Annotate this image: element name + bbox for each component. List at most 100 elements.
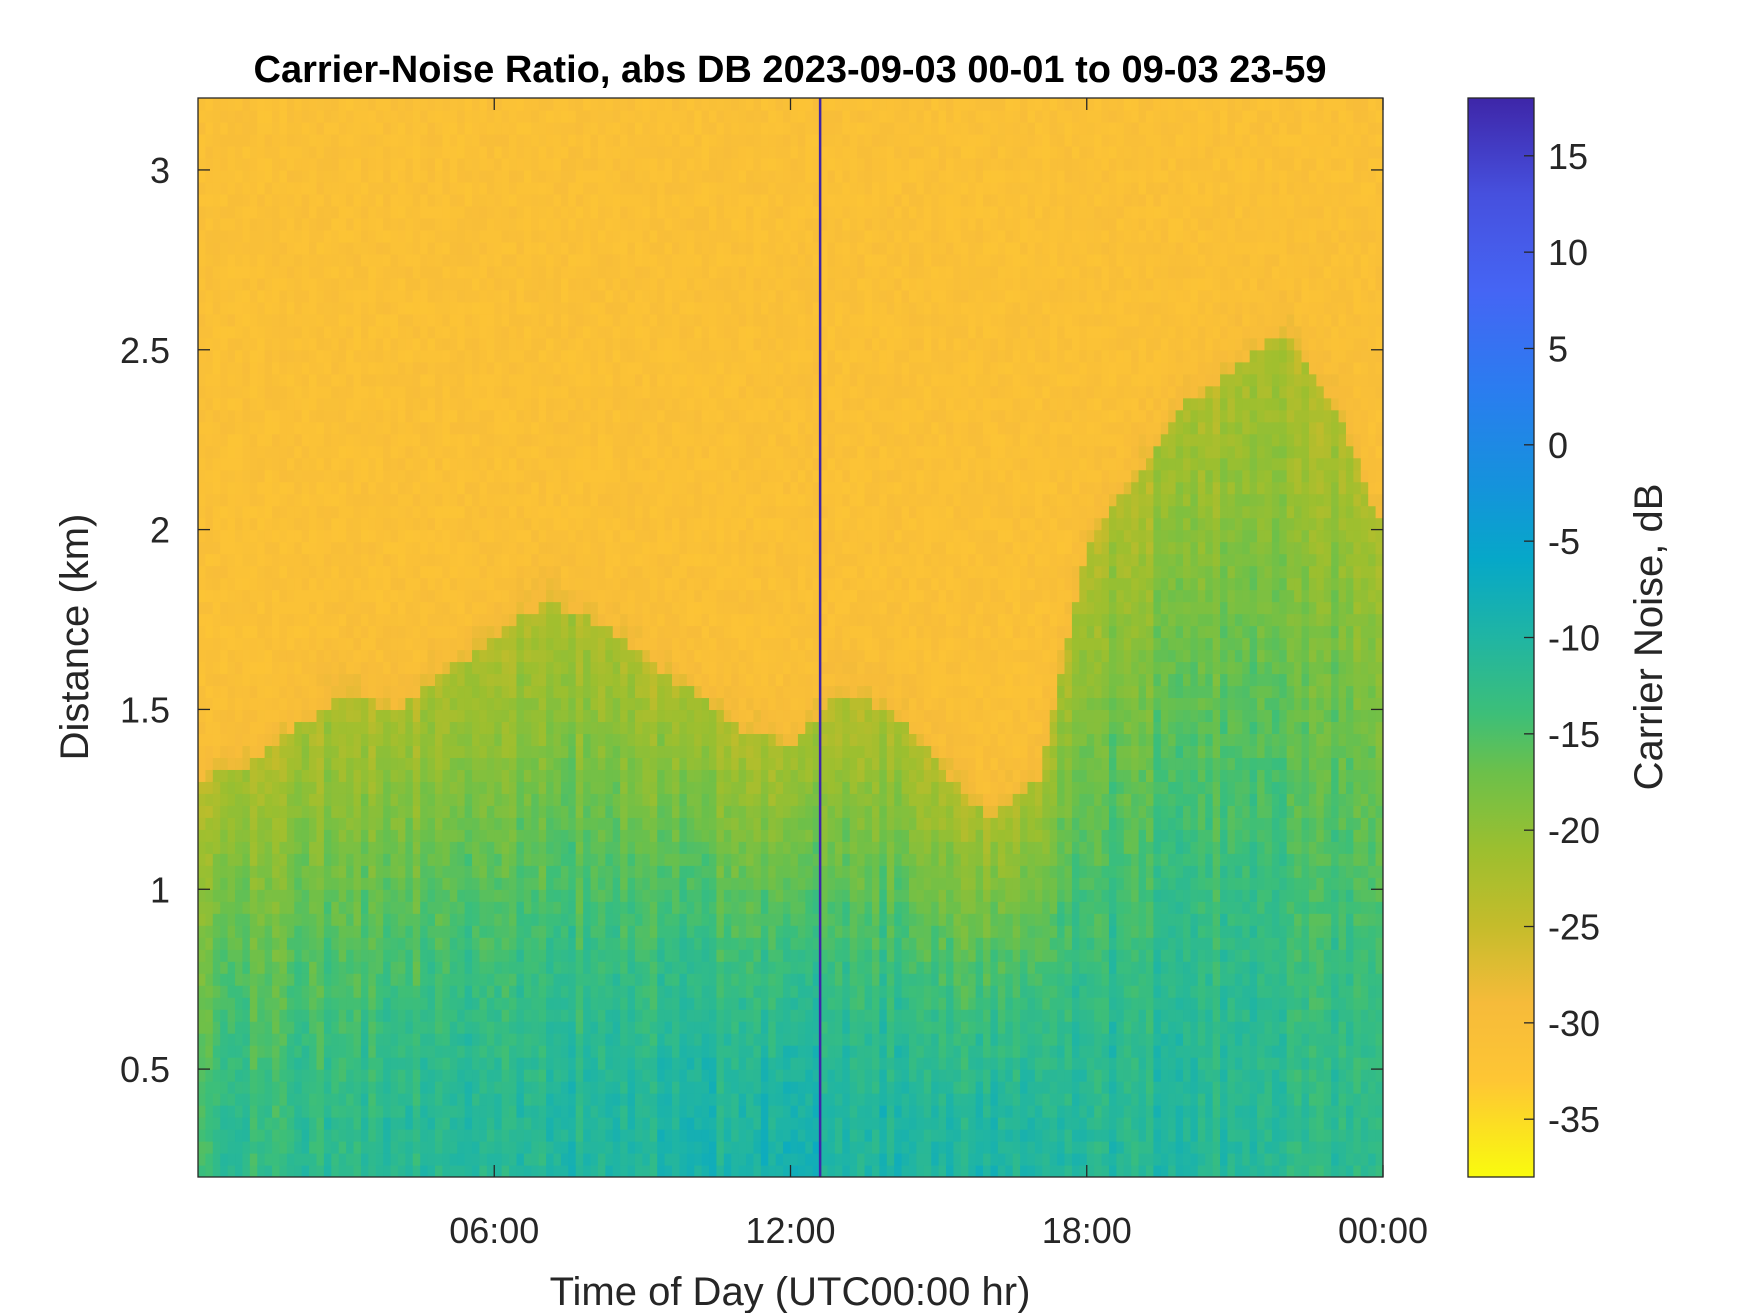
heatmap-cell	[265, 218, 273, 231]
heatmap-cell	[405, 901, 413, 914]
heatmap-cell	[502, 530, 510, 543]
heatmap-cell	[524, 602, 532, 615]
heatmap-cell	[487, 829, 495, 842]
heatmap-cell	[317, 793, 325, 806]
heatmap-cell	[561, 326, 569, 339]
heatmap-cell	[391, 410, 399, 423]
heatmap-cell	[442, 158, 450, 171]
heatmap-cell	[235, 1153, 243, 1166]
heatmap-cell	[524, 218, 532, 231]
heatmap-cell	[235, 1021, 243, 1034]
heatmap-cell	[428, 901, 436, 914]
heatmap-cell	[242, 1069, 250, 1082]
heatmap-cell	[339, 506, 347, 519]
heatmap-cell	[198, 769, 206, 782]
heatmap-cell	[539, 973, 547, 986]
heatmap-cell	[287, 733, 295, 746]
heatmap-cell	[479, 134, 487, 147]
heatmap-cell	[198, 170, 206, 183]
heatmap-cell	[442, 1057, 450, 1070]
heatmap-cell	[309, 1105, 317, 1118]
heatmap-cell	[398, 602, 406, 615]
heatmap-cell	[591, 146, 599, 159]
heatmap-cell	[554, 350, 562, 363]
heatmap-cell	[398, 697, 406, 710]
heatmap-cell	[605, 638, 613, 651]
heatmap-cell	[494, 985, 502, 998]
heatmap-cell	[405, 673, 413, 686]
heatmap-cell	[494, 649, 502, 662]
heatmap-cell	[250, 793, 258, 806]
heatmap-cell	[339, 1165, 347, 1178]
heatmap-cell	[405, 1105, 413, 1118]
heatmap-cell	[257, 314, 265, 327]
heatmap-cell	[442, 230, 450, 243]
heatmap-cell	[279, 817, 287, 830]
heatmap-cell	[257, 578, 265, 591]
heatmap-cell	[576, 242, 584, 255]
heatmap-cell	[257, 1081, 265, 1094]
heatmap-cell	[250, 661, 258, 674]
heatmap-cell	[531, 937, 539, 950]
heatmap-cell	[213, 206, 221, 219]
heatmap-cell	[198, 697, 206, 710]
heatmap-cell	[213, 170, 221, 183]
heatmap-cell	[339, 913, 347, 926]
heatmap-cell	[272, 638, 280, 651]
heatmap-cell	[472, 206, 480, 219]
heatmap-cell	[339, 853, 347, 866]
heatmap-cell	[457, 326, 465, 339]
heatmap-cell	[457, 661, 465, 674]
heatmap-cell	[509, 865, 517, 878]
heatmap-cell	[309, 1153, 317, 1166]
heatmap-cell	[220, 590, 228, 603]
heatmap-cell	[265, 1009, 273, 1022]
heatmap-cell	[509, 853, 517, 866]
heatmap-cell	[376, 578, 384, 591]
heatmap-cell	[583, 709, 591, 722]
heatmap-cell	[220, 146, 228, 159]
heatmap-cell	[205, 194, 213, 207]
heatmap-cell	[442, 386, 450, 399]
heatmap-cell	[302, 266, 310, 279]
heatmap-cell	[568, 853, 576, 866]
heatmap-cell	[516, 877, 524, 890]
heatmap-cell	[361, 949, 369, 962]
heatmap-cell	[509, 326, 517, 339]
heatmap-cell	[405, 1129, 413, 1142]
heatmap-cell	[546, 1165, 554, 1178]
heatmap-cell	[272, 1021, 280, 1034]
heatmap-cell	[198, 302, 206, 315]
heatmap-cell	[598, 889, 606, 902]
heatmap-cell	[242, 961, 250, 974]
heatmap-cell	[502, 973, 510, 986]
heatmap-cell	[309, 661, 317, 674]
heatmap-cell	[287, 230, 295, 243]
heatmap-cell	[472, 278, 480, 291]
heatmap-cell	[487, 374, 495, 387]
heatmap-cell	[324, 566, 332, 579]
heatmap-cell	[465, 985, 473, 998]
heatmap-cell	[339, 482, 347, 495]
heatmap-cell	[242, 314, 250, 327]
heatmap-cell	[361, 266, 369, 279]
heatmap-cell	[228, 470, 236, 483]
heatmap-cell	[516, 266, 524, 279]
heatmap-cell	[205, 1141, 213, 1154]
heatmap-cell	[398, 829, 406, 842]
heatmap-cell	[442, 434, 450, 447]
heatmap-cell	[531, 1117, 539, 1130]
heatmap-cell	[228, 805, 236, 818]
heatmap-cell	[287, 769, 295, 782]
heatmap-cell	[213, 230, 221, 243]
heatmap-cell	[383, 386, 391, 399]
heatmap-cell	[287, 530, 295, 543]
heatmap-cell	[494, 374, 502, 387]
heatmap-cell	[472, 1045, 480, 1058]
heatmap-cell	[346, 386, 354, 399]
heatmap-cell	[309, 973, 317, 986]
heatmap-cell	[591, 458, 599, 471]
heatmap-cell	[317, 230, 325, 243]
heatmap-cell	[391, 853, 399, 866]
heatmap-cell	[494, 110, 502, 123]
